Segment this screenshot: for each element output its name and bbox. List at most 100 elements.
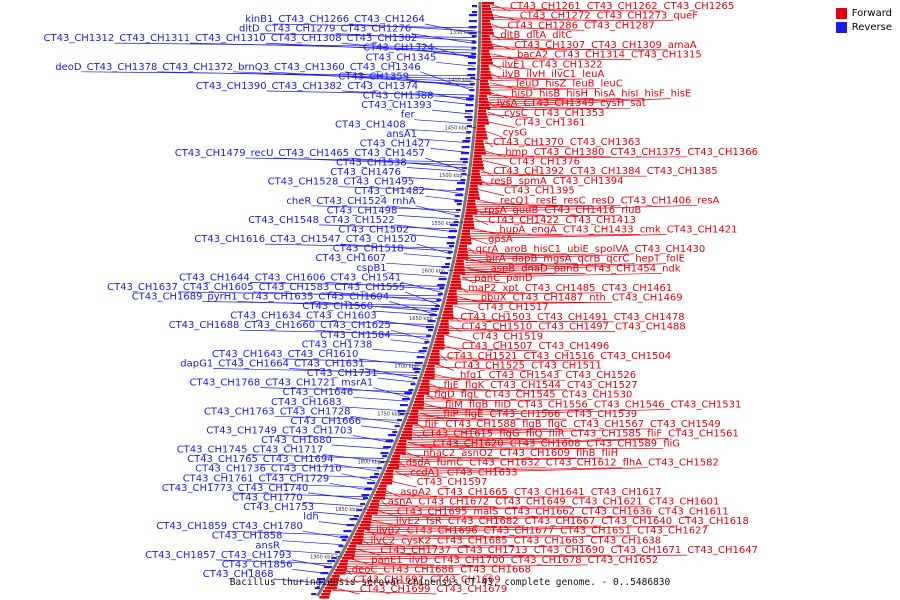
forward-cds-block [408, 416, 419, 419]
reverse-gene-label: CT43_CH1646 [283, 387, 354, 398]
forward-cds-block [356, 530, 365, 533]
forward-gene-label: fliM [445, 399, 463, 410]
forward-gene-label: CT43_CH1430 [635, 244, 706, 255]
forward-gene-label: ilvE1 [502, 59, 526, 70]
forward-gene-label: CT43_CH1566 [490, 409, 561, 420]
reverse-gene-label: CT43_CH1664 [218, 359, 289, 370]
reverse-strand-band [311, 5, 477, 596]
forward-gene-label: CT43_CH1609 [499, 448, 570, 459]
forward-gene-connector [447, 330, 616, 332]
forward-cds-block [480, 65, 489, 68]
forward-gene-label: rluB [621, 205, 641, 216]
forward-gene-connector [476, 204, 592, 208]
forward-cds-block [419, 386, 430, 389]
reverse-gene-label: CT43_CH1625 [320, 320, 391, 331]
forward-cds-block [351, 539, 363, 542]
reverse-gene-label: ldh [303, 512, 318, 523]
forward-gene-label: CT43_CH1527 [567, 380, 638, 391]
forward-gene-connector [446, 335, 473, 342]
reverse-gene-connector [417, 138, 470, 144]
forward-cds-block [465, 209, 477, 212]
reverse-gene-connector [417, 42, 476, 60]
forward-gene-connector [362, 535, 561, 538]
forward-gene-label: xpt [503, 283, 519, 294]
reverse-gene-label: CT43_CH1868 [203, 569, 274, 580]
forward-cds-block [482, 5, 490, 8]
reverse-gene-connector [237, 301, 438, 309]
forward-cds-block [458, 248, 468, 251]
reverse-cds-block [388, 434, 397, 437]
reverse-gene-label: brnQ3 [238, 62, 269, 73]
forward-gene-label: CT43_CH1496 [539, 341, 610, 352]
reverse-gene-label: CT43_CH1721 [265, 378, 336, 389]
forward-gene-label: CT43_CH1286 [507, 20, 578, 31]
forward-gene-connector [357, 545, 514, 548]
forward-gene-label: CT43_CH1376 [509, 157, 580, 168]
forward-cds-block [402, 431, 413, 434]
reverse-cds-block [465, 137, 471, 140]
forward-cds-block [378, 485, 387, 488]
genome-backbone-arc [316, 2, 482, 597]
reverse-gene-labels: kinB1 CT43_CH1266 CT43_CH1264 dltD CT43_CH12… [44, 14, 437, 580]
reverse-cds-block [453, 221, 459, 224]
forward-gene-label: CT43_CH1633 [447, 467, 518, 478]
reverse-gene-connector [340, 243, 452, 252]
reverse-gene-label: CT43_CH1660 [244, 320, 315, 331]
forward-cds-block [412, 404, 424, 407]
forward-gene-label: CT43_CH1539 [566, 409, 637, 420]
reverse-cds-block [414, 362, 423, 365]
reverse-gene-label: CT43_CH1644 [179, 272, 250, 283]
reverse-gene-label: CT43_CH1710 [271, 464, 342, 475]
reverse-gene-label: CT43_CH1311 [119, 33, 190, 44]
forward-cds-block [364, 515, 373, 518]
reverse-gene-connector [377, 377, 415, 383]
reverse-gene-connector [390, 329, 429, 341]
reverse-gene-label: CT43_CH1666 [290, 416, 361, 427]
forward-gene-label: CT43_CH1663 [514, 535, 585, 546]
forward-gene-label: CT43_CH1545 [485, 390, 556, 401]
reverse-gene-label: CT43_CH1522 [324, 215, 395, 226]
reverse-gene-label: CT43_CH1606 [255, 272, 326, 283]
reverse-gene-connector [325, 282, 443, 290]
reverse-gene-label: CT43_CH1688 [169, 320, 240, 331]
reverse-cds-block [402, 398, 411, 401]
forward-gene-connector [466, 253, 595, 259]
forward-cds-block [385, 470, 394, 473]
forward-swatch [835, 8, 847, 19]
forward-cds-block [478, 98, 488, 101]
reverse-gene-connector [338, 186, 463, 192]
forward-gene-label: panB [554, 263, 580, 274]
forward-gene-connector [372, 515, 582, 519]
forward-gene-connector [488, 106, 601, 109]
forward-cds-block [333, 572, 346, 575]
forward-gene-connector [373, 514, 505, 517]
reverse-gene-label: CT43_CH1717 [253, 445, 324, 456]
legend-forward-label: Forward [851, 8, 892, 19]
reverse-gene-label: CT43_CH1607 [315, 253, 386, 264]
reverse-gene-label: CT43_CH1736 [195, 464, 266, 475]
forward-gene-label: CT43_CH1692 [353, 574, 424, 585]
forward-cds-block [409, 413, 419, 416]
scale-tick-label: 1800 kbp [357, 459, 381, 465]
forward-cds-block [436, 335, 445, 338]
reverse-gene-label: CT43_CH1770 [232, 492, 303, 503]
forward-cds-block [382, 476, 393, 479]
forward-cds-block [439, 323, 449, 326]
reverse-gene-label: CT43_CH1264 [354, 14, 425, 25]
forward-cds-block [411, 407, 424, 410]
forward-gene-connector [461, 273, 663, 278]
forward-gene-connector [465, 262, 544, 264]
forward-cds-block [336, 566, 347, 569]
forward-cds-block [481, 47, 494, 50]
forward-gene-label: CT43_CH1636 [581, 506, 652, 517]
forward-gene-label: CT43_CH1549 [650, 419, 721, 430]
forward-gene-label: CT43_CH1487 [513, 293, 584, 304]
forward-cds-block [373, 497, 385, 500]
reverse-cds-block [323, 566, 332, 569]
reverse-gene-connector [358, 358, 421, 367]
reverse-cds-block [471, 41, 477, 44]
forward-gene-label: CT43_CH1611 [658, 506, 729, 517]
forward-gene-connector [464, 263, 607, 268]
legend-forward: Forward [835, 8, 892, 19]
reverse-gene-connector [405, 128, 471, 134]
